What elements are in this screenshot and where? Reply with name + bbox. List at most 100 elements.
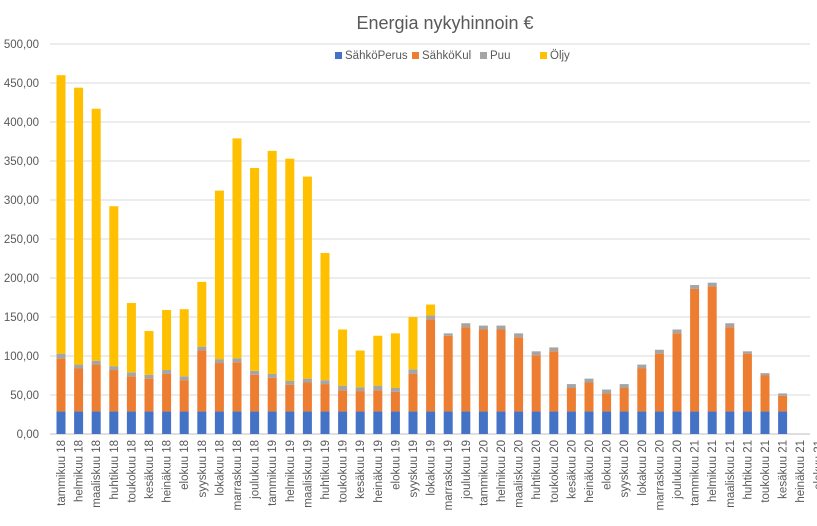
bar-segment: [285, 158, 295, 381]
x-tick-label: marraskuu 20: [654, 440, 666, 510]
bar-segment: [56, 75, 66, 354]
y-tick-label: 200,00: [4, 273, 39, 285]
bar-segment: [408, 317, 418, 370]
bar-segment: [602, 393, 612, 412]
bar-segment: [531, 411, 541, 434]
x-tick-label: maaliskuu 19: [302, 440, 314, 508]
bar-segment: [496, 411, 506, 434]
bar-segment: [214, 363, 224, 412]
bar-segment: [549, 351, 559, 412]
bar-segment: [338, 411, 348, 434]
bar-segment: [637, 368, 647, 412]
bar-segment: [74, 87, 84, 365]
bar-segment: [654, 349, 664, 354]
bar-segment: [390, 391, 400, 412]
y-tick-label: 50,00: [10, 390, 39, 402]
bar-segment: [144, 411, 154, 434]
x-tick-label: toukokuu 21: [760, 440, 772, 503]
x-tick-label: toukokuu 19: [338, 440, 350, 503]
bar-segment: [197, 346, 207, 351]
x-tick-label: kesäkuu 21: [778, 440, 790, 499]
bar-segment: [426, 315, 436, 320]
chart-title: Energia nykyhinnoin €: [356, 13, 533, 33]
bar-segment: [461, 411, 471, 434]
x-tick-label: lokakuu 19: [426, 440, 438, 496]
bar-segment: [144, 378, 154, 412]
bar-segment: [426, 411, 436, 434]
bar-segment: [179, 411, 189, 434]
bar-segment: [355, 387, 365, 392]
bar-segment: [531, 351, 541, 356]
x-tick-label: tammikuu 19: [267, 440, 279, 506]
y-tick-label: 500,00: [4, 39, 39, 51]
bar-segment: [373, 411, 383, 434]
bar-segment: [91, 364, 101, 412]
bar-segment: [214, 359, 224, 364]
bar-segment: [549, 347, 559, 352]
bar-segment: [514, 411, 524, 434]
bar-segment: [91, 411, 101, 434]
bar-segment: [338, 390, 348, 412]
bar-segment: [566, 384, 576, 388]
bar-segment: [197, 350, 207, 412]
bar-segment: [320, 384, 330, 412]
x-tick-label: marraskuu 19: [443, 440, 455, 510]
bar-segment: [426, 304, 436, 316]
bar-segment: [320, 411, 330, 434]
bar-segment: [197, 411, 207, 434]
x-tick-label: syyskuu 18: [197, 440, 209, 498]
bar-segment: [637, 411, 647, 434]
bar-segment: [584, 378, 594, 383]
bar-segment: [443, 335, 453, 412]
bar-segment: [514, 333, 524, 338]
x-tick-label: huhtikuu 18: [109, 440, 121, 499]
bar-segment: [496, 325, 506, 330]
legend-swatch: [335, 52, 342, 59]
bar-segment: [408, 411, 418, 434]
bar-segment: [56, 353, 66, 359]
y-tick-label: 150,00: [4, 312, 39, 324]
bar-segment: [74, 411, 84, 434]
bar-segment: [179, 376, 189, 381]
y-tick-label: 350,00: [4, 156, 39, 168]
bar-segment: [778, 411, 788, 434]
legend-swatch: [412, 52, 419, 59]
bar-segment: [443, 411, 453, 434]
bar-segment: [478, 325, 488, 330]
bar-segment: [408, 369, 418, 374]
x-tick-label: heinäkuu 20: [584, 440, 596, 503]
x-tick-label: tammikuu 20: [478, 440, 490, 506]
bar-segment: [338, 385, 348, 391]
bar-segment: [56, 358, 66, 412]
bar-segment: [232, 362, 242, 412]
bar-segment: [109, 411, 119, 434]
bar-segment: [426, 319, 436, 412]
legend-swatch: [480, 52, 487, 59]
bar-segment: [619, 384, 629, 388]
bar-segment: [672, 329, 682, 334]
legend-label: Öljy: [550, 50, 570, 62]
bar-segment: [373, 335, 383, 386]
y-tick-label: 400,00: [4, 117, 39, 129]
bar-segment: [672, 411, 682, 434]
x-axis-ticks: tammikuu 18 helmikuu 18 maaliskuu 18 huhtik…: [56, 440, 817, 510]
bar-segment: [144, 331, 154, 375]
bar-segment: [320, 253, 330, 381]
bar-segment: [478, 329, 488, 412]
x-tick-label: elokuu 21: [813, 440, 817, 490]
bar-segment: [250, 411, 260, 434]
bar-segment: [232, 138, 242, 359]
x-tick-label: heinäkuu 19: [373, 440, 385, 503]
bar-segment: [496, 329, 506, 412]
bar-segment: [531, 355, 541, 412]
bar-segment: [778, 393, 788, 396]
x-tick-label: lokakuu 20: [637, 440, 649, 496]
bar-segment: [707, 286, 717, 412]
legend-label: SähköPerus: [345, 50, 408, 62]
bar-segment: [338, 329, 348, 386]
x-tick-label: heinäkuu 18: [162, 440, 174, 503]
y-tick-label: 0,00: [17, 429, 39, 441]
x-tick-label: syyskuu 19: [408, 440, 420, 498]
